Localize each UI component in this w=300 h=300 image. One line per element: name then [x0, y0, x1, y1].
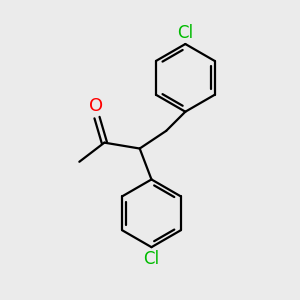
- Text: Cl: Cl: [177, 24, 194, 42]
- Text: O: O: [89, 97, 103, 115]
- Text: Cl: Cl: [143, 250, 160, 268]
